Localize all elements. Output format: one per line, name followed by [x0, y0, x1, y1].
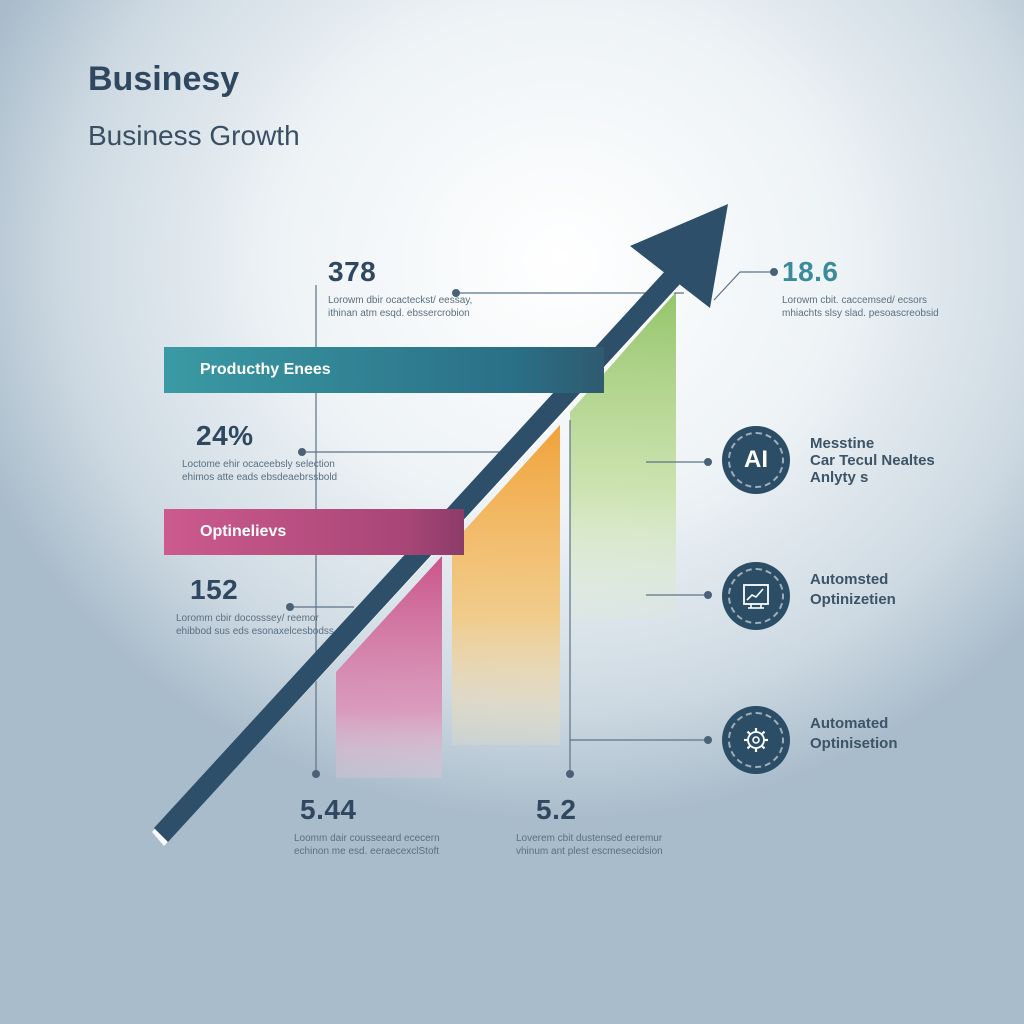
- connector-dots: [286, 268, 778, 778]
- orange-bar: [452, 425, 560, 745]
- stat-description: Loverem cbit dustensed eeremur vhinum an…: [516, 833, 663, 857]
- green-bar: [570, 292, 676, 620]
- stat-description: Lorowm cbit. caccemsed/ ecsors mhiachts …: [782, 295, 939, 319]
- productivity-banner: Producthy Enees: [164, 347, 604, 393]
- stat-value: 24%: [196, 420, 254, 451]
- growth-arrow: [152, 204, 728, 846]
- ai-feature-circle: AI: [722, 426, 790, 494]
- feature-label-ai: Messtine Car Tecul Nealtes Anlyty s: [810, 435, 935, 486]
- chart-screen-icon: [743, 584, 769, 609]
- stat-value: 18.6: [782, 256, 839, 287]
- stat-description: Loomm dair cousseeard ececern echinon me…: [294, 833, 440, 857]
- feature-label-automated-2: Automated Optinisetion: [810, 715, 898, 752]
- stat-value: 378: [328, 256, 377, 287]
- stat-description: Loromm cbir docosssey/ reemor ehibbod su…: [176, 613, 334, 637]
- stat-block-5-44: 5.44 Loomm dair cousseeard ececern echin…: [294, 794, 454, 858]
- stat-block-24: 24% Loctome ehir ocaceebsly selection eh…: [182, 420, 342, 484]
- optimization-feature-circle: [722, 706, 790, 774]
- stat-value: 152: [190, 574, 239, 605]
- page-title: Business Growth: [88, 120, 300, 151]
- gear-cog-icon: [744, 728, 768, 752]
- stat-block-378: 378 Lorowm dbir ocacteckst/ eessay, ithi…: [328, 256, 488, 320]
- stat-block-5-2: 5.2 Loverem cbit dustensed eeremur vhinu…: [516, 794, 676, 858]
- optimization-banner: Optinelievs: [164, 509, 464, 555]
- stat-value: 5.44: [300, 794, 357, 825]
- stat-description: Loctome ehir ocaceebsly selection ehimos…: [182, 459, 338, 483]
- stat-block-152: 152 Loromm cbir docosssey/ reemor ehibbo…: [176, 574, 336, 638]
- stat-description: Lorowm dbir ocacteckst/ eessay, ithinan …: [328, 295, 473, 319]
- pink-bar: [336, 556, 442, 778]
- ai-icon: AI: [744, 446, 768, 473]
- feature-label-automated-1: Automsted Optinizetien: [810, 571, 896, 608]
- stat-block-18-6: 18.6 Lorowm cbit. caccemsed/ ecsors mhia…: [782, 256, 942, 320]
- stat-value: 5.2: [536, 794, 577, 825]
- automation-feature-circle: [722, 562, 790, 630]
- brand-title: Businesy: [88, 60, 240, 98]
